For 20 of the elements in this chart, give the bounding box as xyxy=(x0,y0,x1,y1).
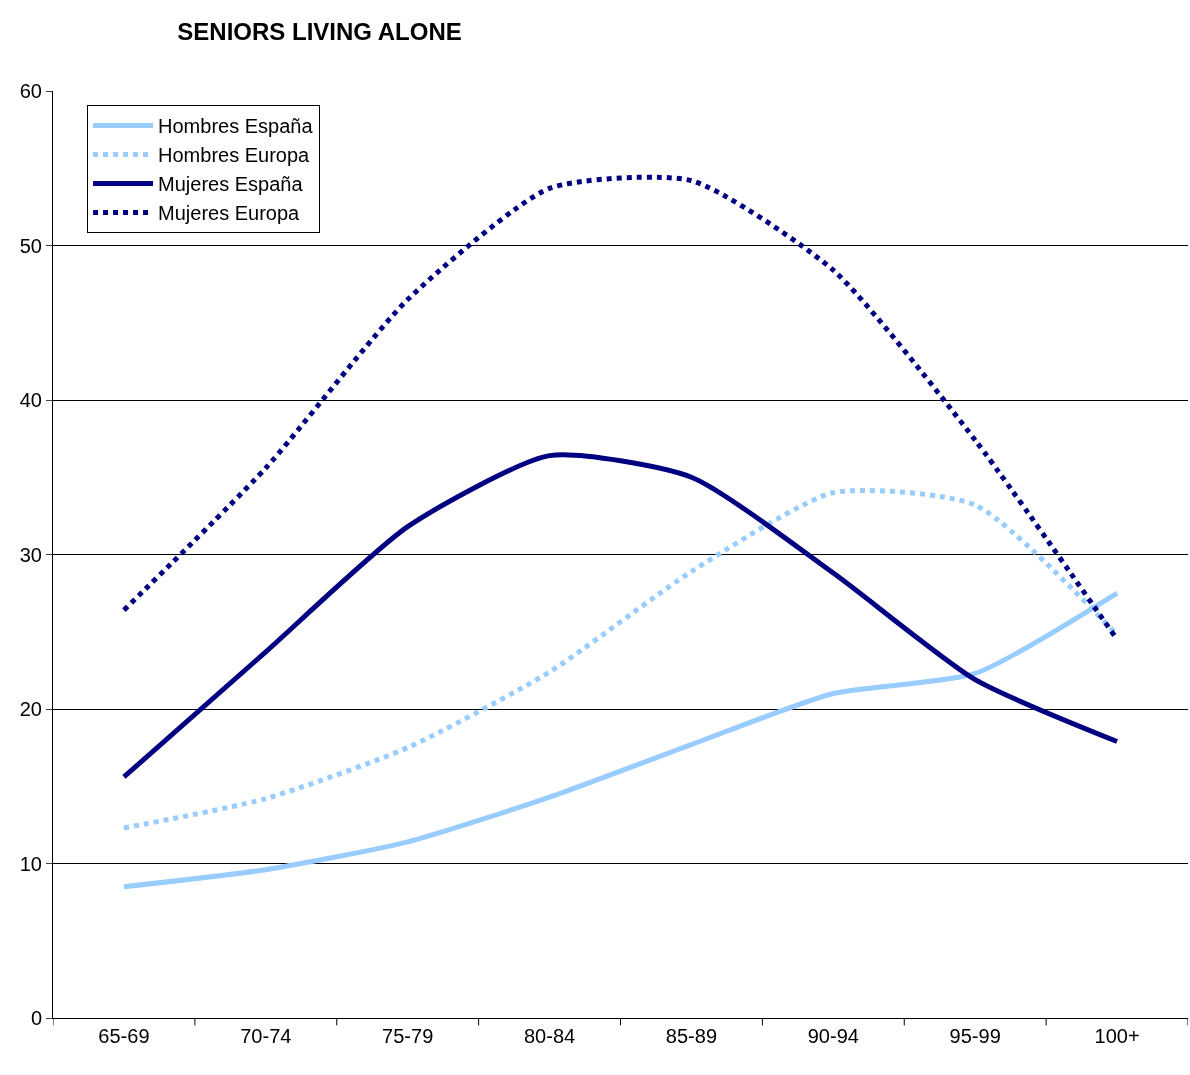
y-tick-label: 0 xyxy=(30,1007,42,1029)
x-tick-label: 85-89 xyxy=(665,1025,718,1047)
legend-label: Mujeres España xyxy=(158,173,304,196)
legend-label: Hombres España xyxy=(158,115,314,138)
legend-label: Hombres Europa xyxy=(158,144,311,167)
x-tick-label: 95-99 xyxy=(949,1025,1001,1047)
x-tick-label: 80-84 xyxy=(523,1025,576,1047)
chart-title: SENIORS LIVING ALONE xyxy=(177,18,462,46)
y-tick-label: 30 xyxy=(19,543,42,566)
legend-label: Mujeres Europa xyxy=(158,202,301,225)
x-tick-label: 75-79 xyxy=(382,1025,434,1047)
y-tick-label: 60 xyxy=(19,80,42,102)
x-tick-label: 90-94 xyxy=(807,1025,859,1047)
x-tick-label: 70-74 xyxy=(240,1025,292,1047)
x-tick-label: 65-69 xyxy=(98,1025,150,1047)
y-tick-label: 10 xyxy=(19,852,42,875)
y-tick-label: 40 xyxy=(19,389,42,411)
x-tick-label: 100+ xyxy=(1094,1025,1140,1047)
y-tick-label: 20 xyxy=(19,698,42,720)
y-tick-label: 50 xyxy=(19,234,42,257)
